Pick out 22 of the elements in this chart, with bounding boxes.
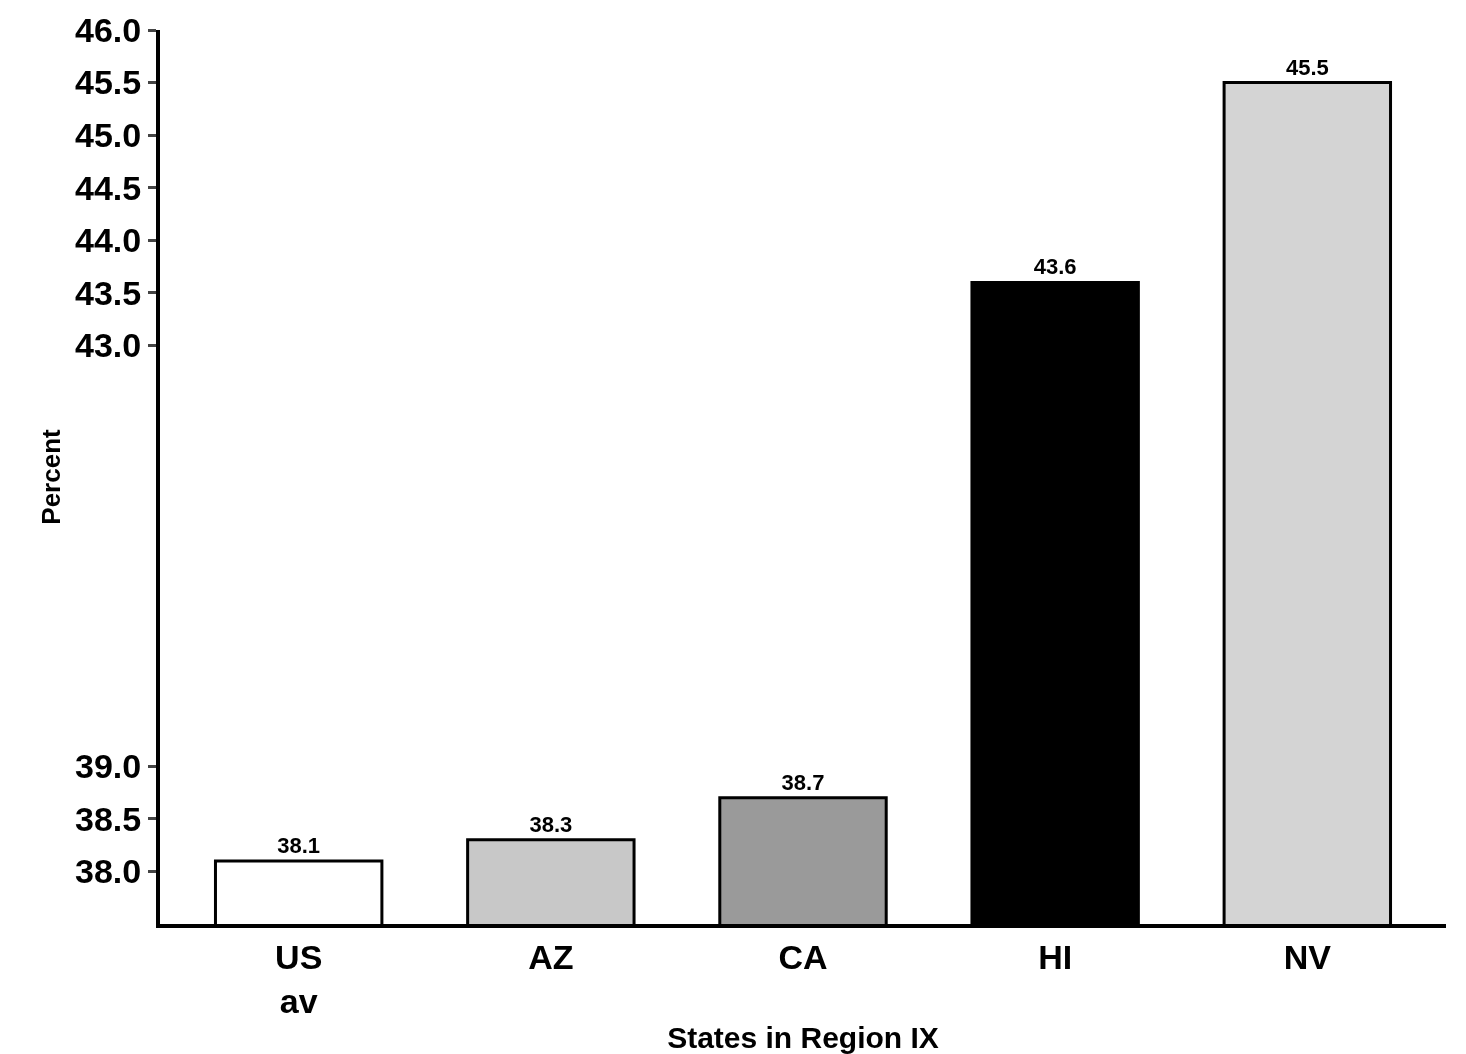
y-tick-label: 39.0	[75, 747, 142, 786]
y-tick-label: 45.0	[75, 116, 142, 155]
x-tick-label: AZ	[528, 937, 574, 976]
y-tick-label: 38.0	[75, 852, 142, 891]
y-tick-label: 43.5	[75, 273, 142, 312]
y-tick-label: 45.5	[75, 63, 142, 102]
data-label: 38.3	[529, 811, 573, 837]
y-tick-label: 44.0	[75, 221, 142, 260]
x-tick-label: CA	[778, 937, 828, 976]
y-tick-label: 46.0	[75, 10, 142, 49]
x-tick-label: NV	[1283, 937, 1332, 976]
x-tick-label: HI	[1038, 937, 1073, 976]
y-tick-label: 43.0	[75, 326, 142, 365]
data-label: 38.7	[781, 769, 825, 795]
y-axis-title: Percent	[35, 428, 66, 525]
x-tick-label: US av	[275, 937, 323, 1020]
data-label: 38.1	[277, 832, 321, 858]
data-label: 45.5	[1285, 54, 1329, 80]
y-tick-label: 44.5	[75, 168, 142, 207]
x-axis-title: States in Region IX	[667, 1021, 939, 1054]
y-tick-label: 38.5	[75, 799, 142, 838]
data-label: 43.6	[1033, 254, 1077, 280]
